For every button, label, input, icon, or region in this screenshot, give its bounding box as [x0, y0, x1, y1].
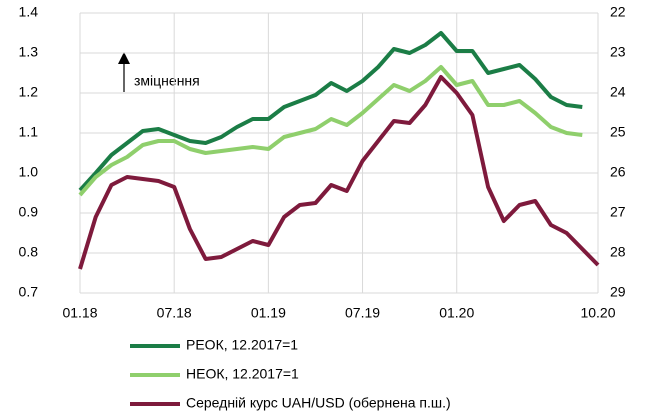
- x-tick-label: 01.18: [62, 305, 97, 321]
- legend-label: РЕОК, 12.2017=1: [186, 337, 298, 353]
- y-tick-label: 1.3: [19, 44, 39, 60]
- y2-tick-label: 22: [610, 4, 626, 20]
- x-tick-label: 01.19: [251, 305, 286, 321]
- y-tick-label: 1.0: [19, 164, 39, 180]
- legend-label: НЕОК, 12.2017=1: [186, 366, 299, 382]
- y-tick-label: 1.4: [19, 4, 39, 20]
- annotation-arrowhead: [118, 52, 130, 64]
- y2-tick-label: 26: [610, 164, 626, 180]
- y-tick-label: 1.1: [19, 124, 39, 140]
- y-tick-label: 0.9: [19, 204, 39, 220]
- y-tick-label: 0.8: [19, 244, 39, 260]
- y2-tick-label: 23: [610, 44, 626, 60]
- series-line: [78, 75, 600, 270]
- y-tick-label: 1.2: [19, 84, 39, 100]
- y2-tick-label: 28: [610, 244, 626, 260]
- y2-tick-label: 24: [610, 84, 626, 100]
- series-line: [78, 31, 583, 192]
- y2-tick-label: 27: [610, 204, 626, 220]
- series-line: [78, 65, 583, 197]
- y2-tick-label: 25: [610, 124, 626, 140]
- x-tick-label: 10.20: [580, 305, 615, 321]
- annotation: зміцнення: [134, 73, 200, 89]
- y2-tick-label: 29: [610, 284, 626, 300]
- legend-label: Середній курс UAH/USD (обернена п.ш.): [186, 395, 451, 411]
- x-tick-label: 07.19: [345, 305, 380, 321]
- y-tick-label: 0.7: [19, 284, 39, 300]
- x-tick-label: 01.20: [439, 305, 474, 321]
- x-tick-label: 07.18: [157, 305, 192, 321]
